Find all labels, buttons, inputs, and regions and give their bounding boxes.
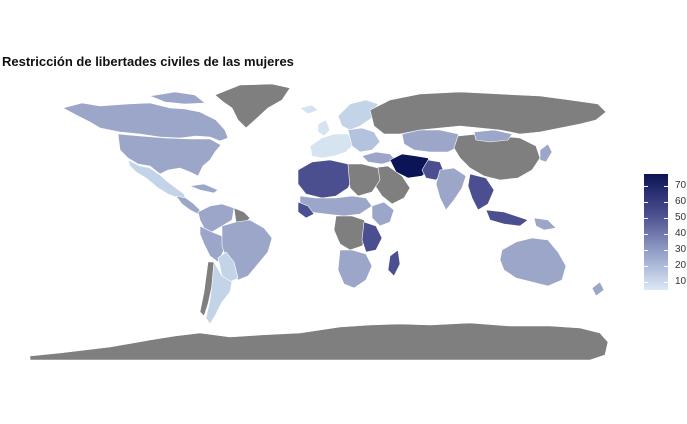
legend-tick-label: 30 <box>675 244 687 255</box>
region-arctic-islands <box>149 91 206 105</box>
region-central-asia <box>401 129 461 153</box>
map-title: Restricción de libertades civiles de las… <box>2 54 294 69</box>
region-japan <box>539 143 553 163</box>
region-canada <box>62 102 229 142</box>
region-southern-africa <box>337 249 373 289</box>
region-australia <box>499 237 567 287</box>
region-eastern-europe <box>347 127 381 153</box>
region-southeast-asia <box>467 173 495 211</box>
region-maghreb <box>297 159 355 199</box>
legend-tick-label: 60 <box>675 196 687 207</box>
region-antarctica <box>29 322 609 361</box>
region-uk <box>317 119 331 137</box>
legend-tick-label: 50 <box>675 212 687 223</box>
legend-tick-label: 20 <box>675 260 687 271</box>
legend-tick-label: 10 <box>675 276 687 287</box>
region-central-america <box>175 195 201 215</box>
region-colombia <box>197 203 235 233</box>
region-libya-egypt <box>347 163 381 197</box>
region-caribbean <box>189 183 219 194</box>
region-horn <box>371 201 395 227</box>
region-new-zealand <box>591 281 605 297</box>
region-west-africa <box>297 201 315 219</box>
region-new-guinea <box>533 217 557 231</box>
region-russia <box>369 91 607 135</box>
region-indonesia <box>485 209 529 227</box>
region-arabia <box>371 165 411 205</box>
region-greenland <box>214 83 291 129</box>
legend-tick-label: 70 <box>675 180 687 191</box>
region-central-africa <box>333 215 371 251</box>
legend-tick-label: 40 <box>675 228 687 239</box>
region-mongolia <box>473 129 513 143</box>
region-usa <box>117 133 222 177</box>
region-western-europe <box>309 133 355 159</box>
region-iceland <box>299 104 319 115</box>
legend-color-bar <box>644 174 668 290</box>
region-madagascar <box>387 249 401 277</box>
region-argentina <box>205 261 233 325</box>
region-india <box>435 167 467 211</box>
region-east-africa <box>361 221 383 253</box>
region-peru <box>199 225 225 263</box>
